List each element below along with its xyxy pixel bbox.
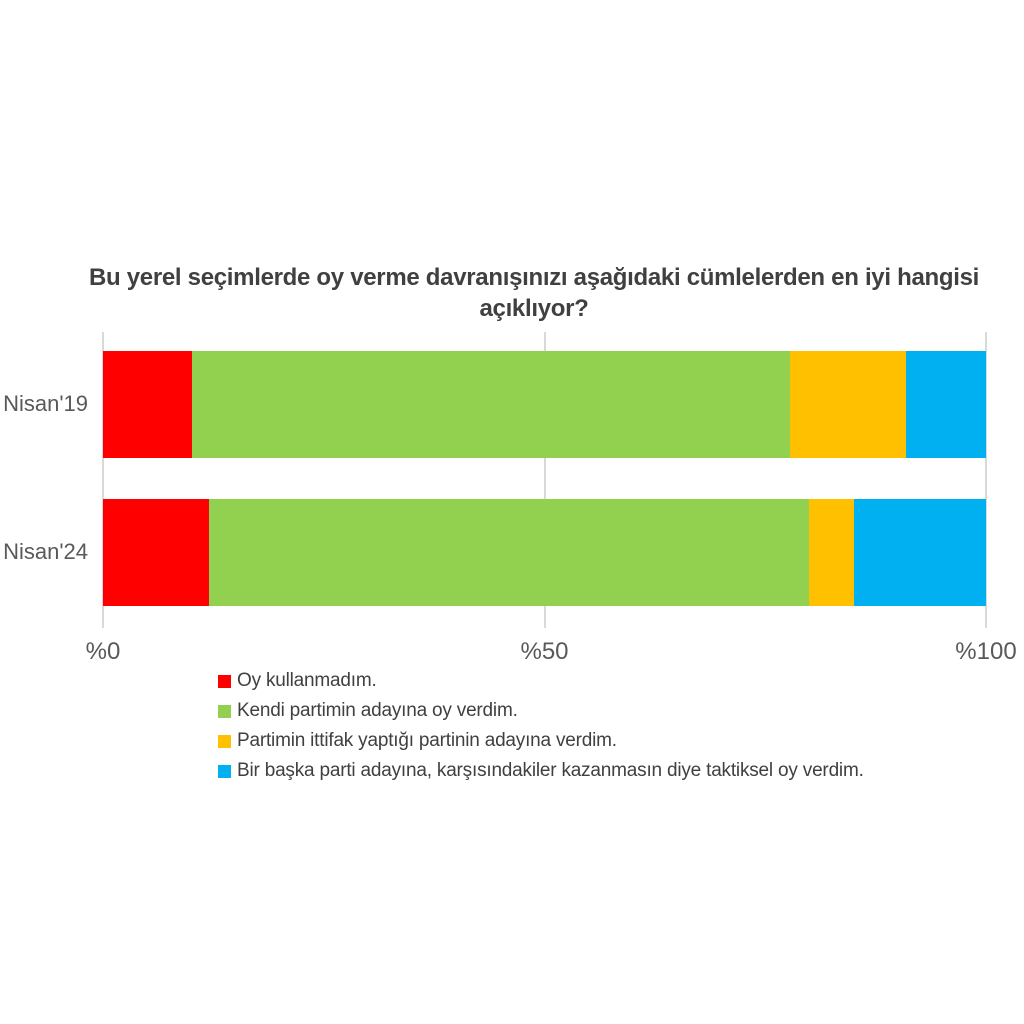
legend: Oy kullanmadım. Kendi partimin adayına oy… — [218, 666, 864, 786]
category-label-1: Nisan'24 — [3, 539, 88, 564]
bar-segment-1-0 — [103, 499, 209, 606]
legend-swatch-icon — [218, 674, 231, 688]
gridline-100 — [985, 332, 987, 628]
bar-row-0 — [103, 351, 986, 458]
gridline-0 — [102, 332, 104, 628]
chart-title: Bu yerel seçimlerde oy verme davranışını… — [88, 264, 980, 322]
category-label-0: Nisan'19 — [3, 391, 88, 416]
legend-label: Partimin ittifak yaptığı partinin adayın… — [237, 730, 617, 751]
x-tick-label-100: %100 — [955, 638, 1017, 665]
bar-segment-0-3 — [905, 351, 986, 458]
legend-swatch-icon — [218, 734, 231, 748]
legend-label: Bir başka parti adayına, karşısındakiler… — [237, 760, 864, 781]
legend-item-1: Kendi partimin adayına oy verdim. — [218, 696, 864, 726]
gridline-50 — [543, 332, 546, 628]
bar-segment-1-2 — [809, 499, 854, 606]
legend-item-0: Oy kullanmadım. — [218, 666, 864, 696]
x-tick-label-50: %50 — [520, 638, 569, 665]
legend-label: Kendi partimin adayına oy verdim. — [237, 700, 518, 721]
plot-area — [102, 332, 987, 628]
x-tick-label-0: %0 — [85, 638, 121, 665]
bar-segment-0-0 — [103, 351, 193, 458]
legend-label: Oy kullanmadım. — [237, 670, 377, 691]
legend-swatch-icon — [218, 704, 231, 718]
legend-item-2: Partimin ittifak yaptığı partinin adayın… — [218, 726, 864, 756]
bar-segment-1-1 — [208, 499, 810, 606]
bar-row-1 — [103, 499, 986, 606]
legend-swatch-icon — [218, 764, 231, 778]
bar-segment-0-1 — [192, 351, 790, 458]
bar-segment-1-3 — [853, 499, 986, 606]
bar-segment-0-2 — [789, 351, 906, 458]
legend-item-3: Bir başka parti adayına, karşısındakiler… — [218, 756, 864, 786]
